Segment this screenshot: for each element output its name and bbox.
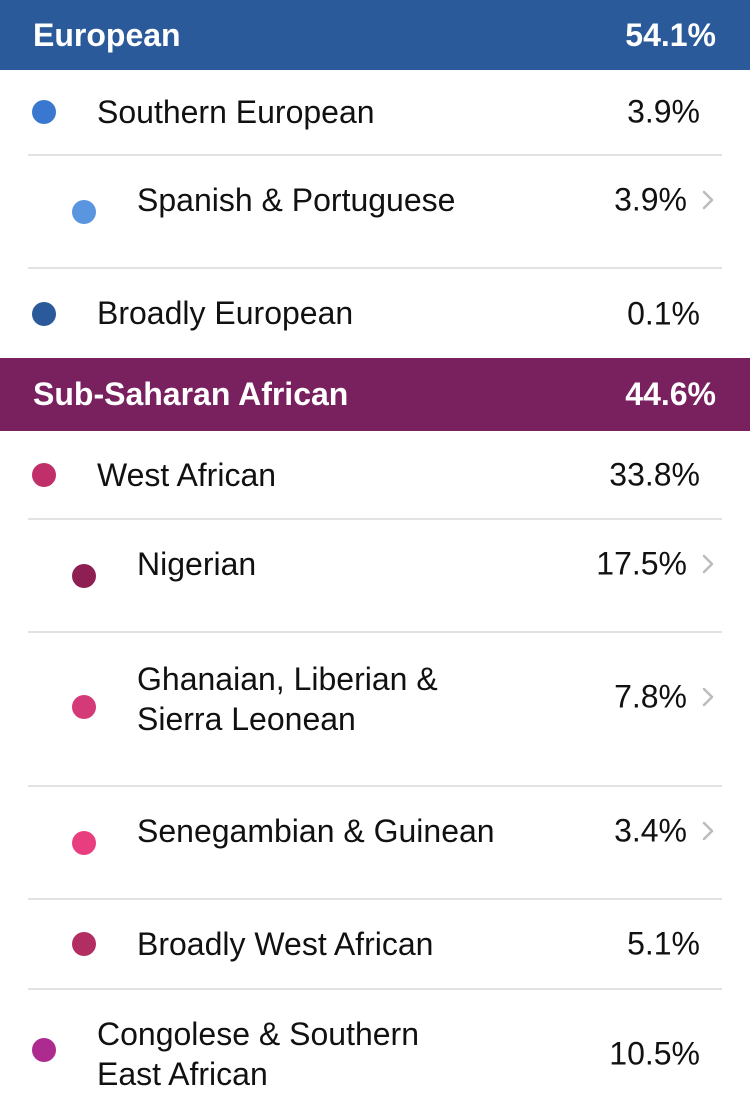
ancestry-label-line: Sierra Leonean [137,701,356,737]
ancestry-label-line: Ghanaian, Liberian & [137,661,438,697]
ancestry-label: Congolese & Southern East African [97,1014,419,1094]
color-dot-icon [32,1038,56,1062]
color-dot-icon [72,830,96,855]
ancestry-row-southern-european: Southern European 3.9% [0,70,750,154]
divider [28,631,722,633]
ancestry-row-nigerian[interactable]: Nigerian 17.5% [0,520,750,632]
divider [28,154,722,156]
ancestry-label-line: Congolese & Southern [97,1016,419,1052]
color-dot-icon [72,932,96,956]
chevron-right-icon[interactable] [696,819,720,843]
ancestry-row-west-african: West African 33.8% [0,431,750,518]
section-header-sub-saharan-african: Sub-Saharan African 44.6% [0,358,750,431]
chevron-right-icon[interactable] [696,552,720,576]
ancestry-row-senegambian-guinean[interactable]: Senegambian & Guinean 3.4% [0,787,750,898]
ancestry-percent: 5.1% [627,925,700,962]
ancestry-percent: 3.9% [614,181,687,218]
ancestry-label-line: East African [97,1056,268,1092]
divider [28,988,722,990]
ancestry-label: Nigerian [137,546,257,582]
ancestry-percent: 10.5% [609,1035,700,1072]
ancestry-row-congolese-southern-east-african: Congolese & Southern East African 10.5% [0,990,750,1106]
ancestry-label: Broadly European [97,295,354,331]
color-dot-icon [32,301,56,326]
ancestry-label: Southern European [97,94,375,130]
ancestry-label: Ghanaian, Liberian & Sierra Leonean [137,659,438,739]
color-dot-icon [72,200,96,224]
ancestry-label: Spanish & Portuguese [137,182,456,218]
ancestry-percent: 33.8% [609,456,700,492]
section-header-european: European 54.1% [0,0,750,70]
ancestry-percent: 3.4% [614,812,687,848]
color-dot-icon [32,100,56,124]
ancestry-percent: 3.9% [627,93,700,130]
color-dot-icon [32,462,56,487]
ancestry-row-broadly-west-african: Broadly West African 5.1% [0,900,750,988]
section-percent: 54.1% [625,16,716,53]
section-title: European [33,16,181,53]
divider [28,267,722,269]
divider [28,518,722,520]
ancestry-percent: 0.1% [627,295,700,331]
section-percent: 44.6% [625,376,716,412]
ancestry-percent: 17.5% [596,545,687,582]
chevron-right-icon[interactable] [696,188,720,212]
ancestry-label: West African [97,457,277,493]
color-dot-icon [72,695,96,719]
chevron-right-icon[interactable] [696,685,720,709]
divider [28,898,722,900]
ancestry-row-ghanaian-liberian-sierra-leonean[interactable]: Ghanaian, Liberian & Sierra Leonean 7.8% [0,633,750,785]
divider [28,785,722,787]
ancestry-label: Broadly West African [137,926,434,962]
ancestry-row-spanish-portuguese[interactable]: Spanish & Portuguese 3.9% [0,156,750,268]
ancestry-label: Senegambian & Guinean [137,813,495,849]
section-title: Sub-Saharan African [33,376,349,412]
ancestry-row-broadly-european: Broadly European 0.1% [0,269,750,358]
color-dot-icon [72,564,96,588]
ancestry-percent: 7.8% [614,678,687,715]
